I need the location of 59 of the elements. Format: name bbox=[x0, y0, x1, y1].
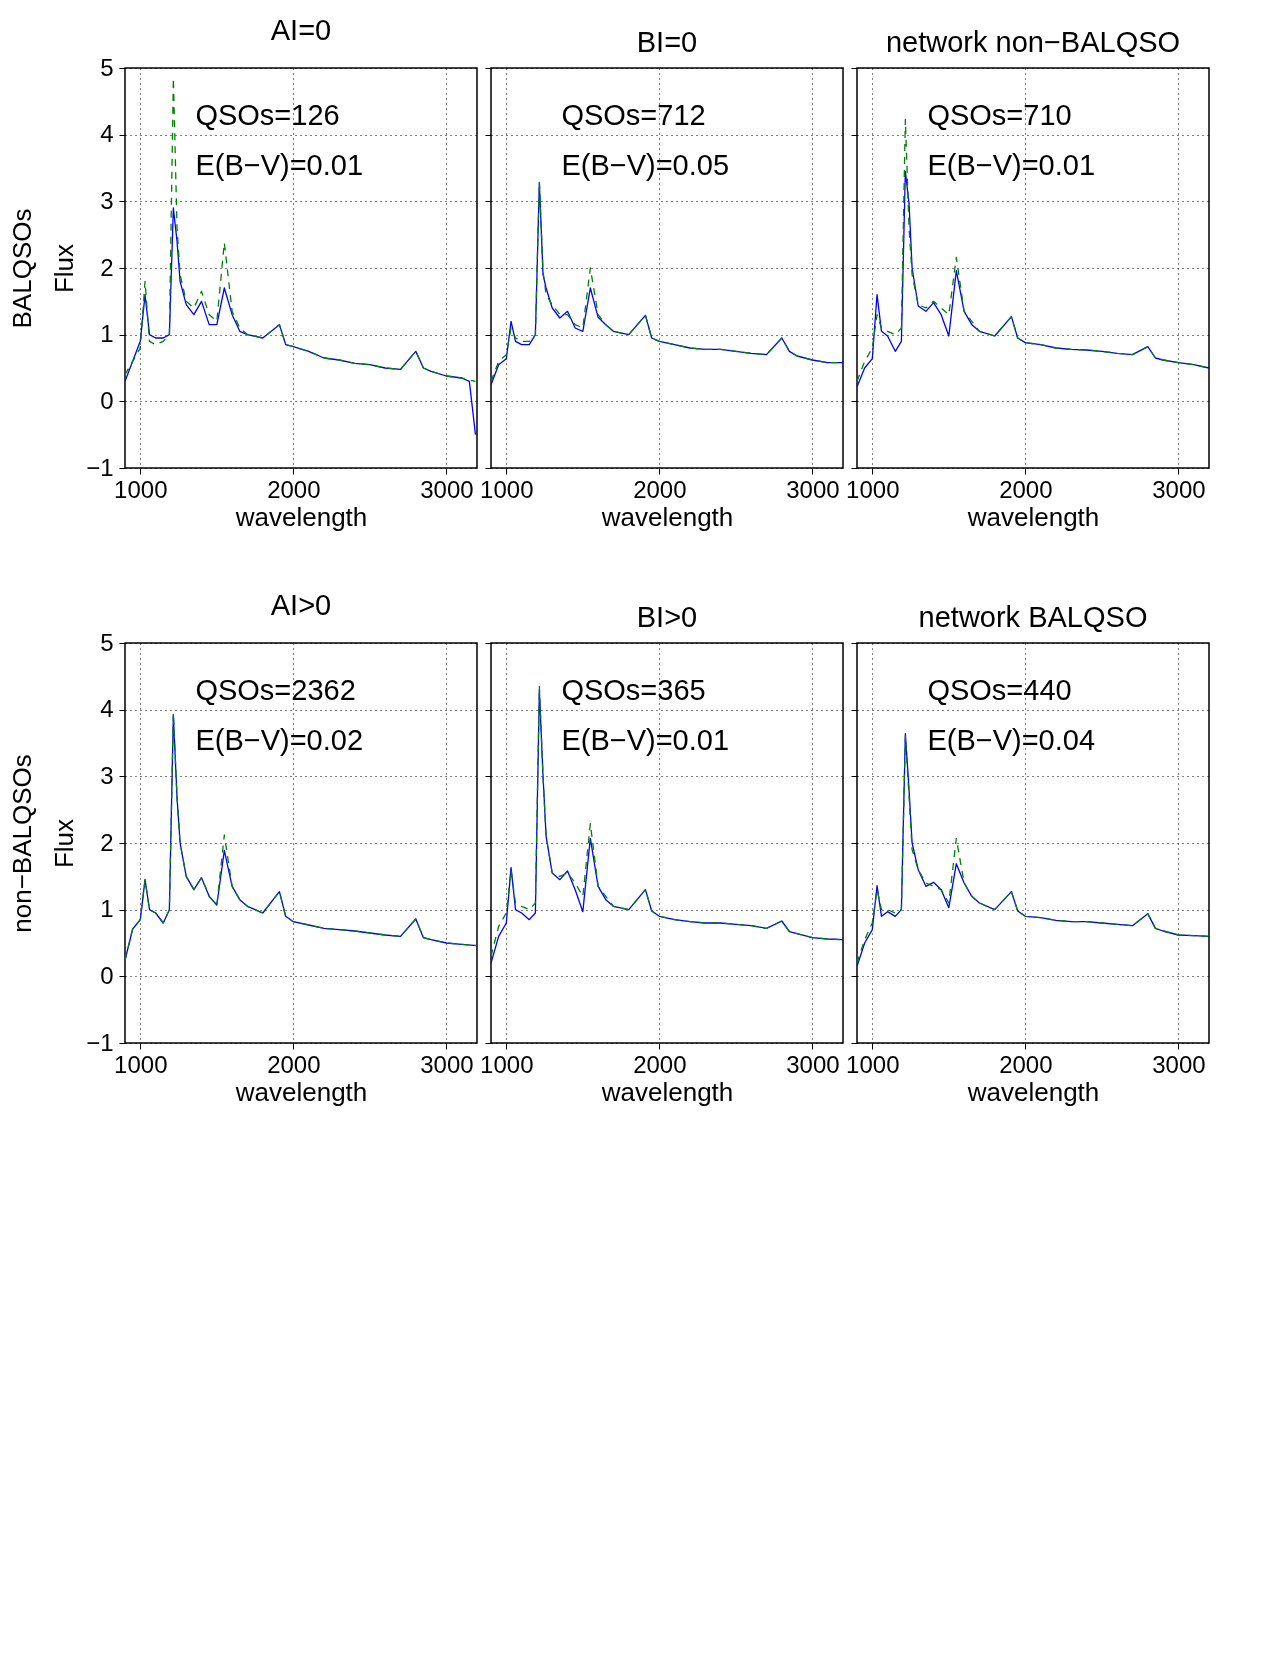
annotation: QSOs=2362 bbox=[195, 674, 356, 706]
y-tick-label: 2 bbox=[100, 828, 114, 856]
annotation: E(B−V)=0.05 bbox=[561, 149, 730, 181]
y-tick-label: 3 bbox=[100, 761, 114, 789]
annotation: QSOs=365 bbox=[561, 674, 706, 706]
y-tick-label: 5 bbox=[100, 628, 114, 656]
x-tick-label: 2000 bbox=[267, 475, 321, 503]
annotation: E(B−V)=0.02 bbox=[195, 724, 364, 756]
chart-title: AI=0 bbox=[270, 14, 332, 46]
y-axis-title: non−BALQSOs Flux bbox=[7, 754, 80, 933]
annotation: E(B−V)=0.01 bbox=[561, 724, 730, 756]
line-series bbox=[125, 207, 477, 436]
y-tick-label: 5 bbox=[100, 53, 114, 81]
x-tick-label: 3000 bbox=[420, 475, 474, 503]
x-axis-title: wavelength bbox=[234, 501, 368, 532]
y-tick-label: 0 bbox=[100, 961, 114, 989]
y-tick-label: 4 bbox=[100, 120, 114, 148]
annotation: QSOs=710 bbox=[927, 99, 1072, 131]
annotation: E(B−V)=0.04 bbox=[927, 724, 1096, 756]
x-axis-title: wavelength bbox=[966, 1076, 1100, 1107]
x-tick-label: 1000 bbox=[114, 475, 168, 503]
chart-title: network non−BALQSO bbox=[885, 25, 1181, 58]
y-tick-label: −1 bbox=[86, 453, 114, 481]
y-tick-label: 1 bbox=[100, 320, 114, 348]
x-tick-label: 3000 bbox=[1152, 1050, 1206, 1078]
x-tick-label: 2000 bbox=[633, 475, 687, 503]
annotation: QSOs=712 bbox=[561, 99, 706, 131]
x-tick-label: 2000 bbox=[267, 1050, 321, 1078]
y-tick-label: 1 bbox=[100, 895, 114, 923]
x-axis-title: wavelength bbox=[600, 1076, 734, 1107]
x-tick-label: 1000 bbox=[846, 475, 900, 503]
annotation: E(B−V)=0.01 bbox=[927, 149, 1096, 181]
x-axis-title: wavelength bbox=[234, 1076, 368, 1107]
x-tick-label: 2000 bbox=[633, 1050, 687, 1078]
x-axis-title: wavelength bbox=[966, 501, 1100, 532]
annotation: E(B−V)=0.01 bbox=[195, 149, 364, 181]
x-tick-label: 1000 bbox=[846, 1050, 900, 1078]
x-axis-title: wavelength bbox=[600, 501, 734, 532]
x-tick-label: 3000 bbox=[420, 1050, 474, 1078]
x-tick-label: 2000 bbox=[999, 475, 1053, 503]
y-tick-label: 2 bbox=[100, 253, 114, 281]
x-tick-label: 1000 bbox=[480, 1050, 534, 1078]
x-tick-label: 3000 bbox=[786, 1050, 840, 1078]
y-tick-label: 4 bbox=[100, 695, 114, 723]
chart-title: BI>0 bbox=[636, 600, 698, 633]
x-tick-label: 2000 bbox=[999, 1050, 1053, 1078]
y-tick-label: 3 bbox=[100, 186, 114, 214]
chart-title: network BALQSO bbox=[918, 600, 1148, 633]
y-axis-title: BALQSOs Flux bbox=[7, 208, 80, 329]
chart-title: AI>0 bbox=[270, 589, 332, 621]
x-tick-label: 3000 bbox=[1152, 475, 1206, 503]
y-tick-label: 0 bbox=[100, 386, 114, 414]
x-tick-label: 3000 bbox=[786, 475, 840, 503]
chart-title: BI=0 bbox=[636, 25, 698, 58]
y-tick-label: −1 bbox=[86, 1028, 114, 1056]
x-tick-label: 1000 bbox=[114, 1050, 168, 1078]
x-tick-label: 1000 bbox=[480, 475, 534, 503]
annotation: QSOs=126 bbox=[195, 99, 340, 131]
annotation: QSOs=440 bbox=[927, 674, 1072, 706]
